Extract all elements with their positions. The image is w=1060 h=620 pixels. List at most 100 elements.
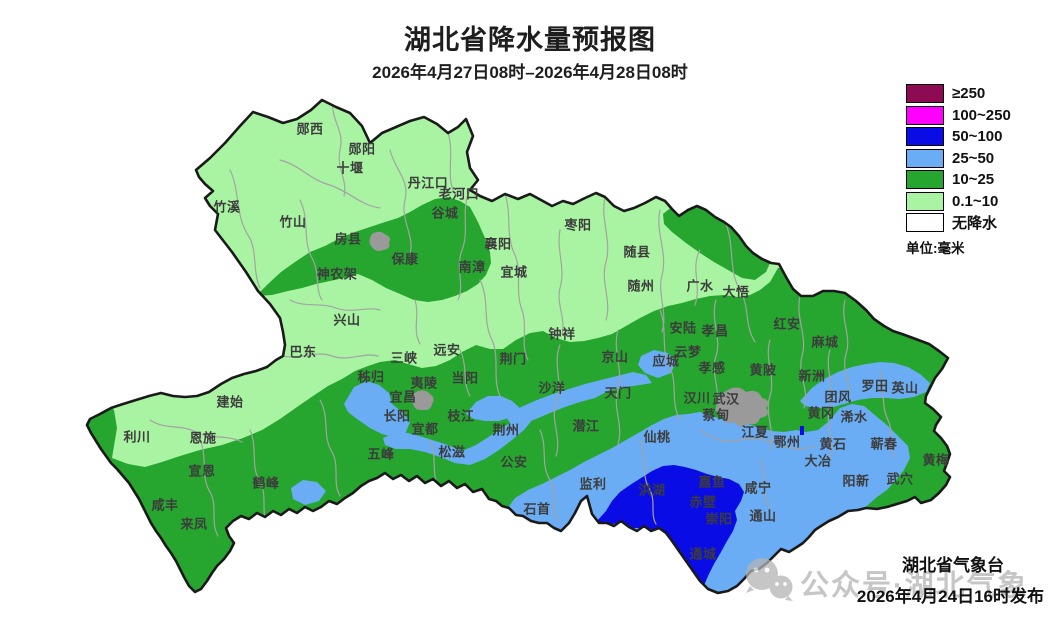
legend-color-swatch [906, 213, 944, 233]
city-label: 郧西 [296, 121, 324, 137]
city-label: 巴东 [289, 344, 317, 360]
city-label: 谷城 [431, 205, 459, 221]
city-label: 鹤峰 [252, 475, 280, 491]
city-label: 公安 [500, 454, 528, 470]
city-label: 枝江 [447, 408, 475, 424]
city-label: 监利 [579, 476, 607, 492]
legend-row: 0.1~10 [906, 191, 1011, 213]
zone-green-ne-patch [663, 206, 770, 280]
legend-color-swatch [906, 84, 944, 104]
legend-row: ≥250 [906, 83, 1011, 105]
city-label: 荆州 [492, 422, 520, 438]
city-label: 十堰 [336, 160, 364, 176]
legend-row: 10~25 [906, 169, 1011, 191]
zone-lb-hefeng [291, 480, 326, 505]
city-label: 黄冈 [807, 405, 835, 421]
city-label: 云梦 [674, 344, 702, 360]
city-label: 麻城 [811, 334, 839, 350]
legend-color-swatch [906, 127, 944, 147]
city-label: 嘉鱼 [698, 474, 726, 490]
zone-lb-luotian [800, 362, 930, 408]
city-label: 孝感 [698, 360, 726, 376]
city-label: 房县 [334, 231, 362, 247]
city-label: 安陆 [669, 320, 697, 336]
issuing-agency: 湖北省气象台 [902, 556, 1004, 575]
legend-color-swatch [906, 170, 944, 190]
city-label: 广水 [686, 278, 714, 294]
city-label: 天门 [604, 385, 632, 401]
city-label: 恩施 [189, 430, 217, 446]
city-label: 随州 [627, 278, 655, 294]
city-label: 郧阳 [348, 141, 376, 157]
city-label: 英山 [891, 380, 919, 396]
page-title: 湖北省降水量预报图 [404, 25, 656, 55]
watermark-text: 公众号·湖北气象 [800, 570, 1029, 602]
legend-color-swatch [906, 148, 944, 168]
legend-label: 50~100 [952, 128, 1003, 146]
city-label: 保康 [391, 251, 419, 267]
zone-lb-songzi-band [383, 413, 533, 465]
urban-area-blobs [369, 231, 769, 427]
zone-lb-changyang [344, 381, 410, 437]
city-label: 咸丰 [151, 497, 179, 513]
city-label: 三峡 [390, 350, 418, 366]
legend-row: 50~100 [906, 126, 1011, 148]
city-label: 松滋 [438, 444, 466, 460]
city-label: 宣恩 [188, 463, 216, 479]
legend-color-swatch [906, 191, 944, 211]
watermark: 公众号·湖北气象 [742, 556, 1029, 604]
province-border [85, 98, 952, 595]
issue-time: 2026年4月24日16时发布 [856, 587, 1044, 606]
city-label: 鄂州 [773, 434, 801, 450]
city-label: 京山 [601, 349, 629, 365]
city-label: 当阳 [451, 370, 479, 386]
city-label: 仙桃 [643, 429, 671, 445]
legend-label: 无降水 [952, 215, 998, 233]
city-label: 汉川 [683, 390, 711, 406]
city-label: 利川 [123, 429, 151, 445]
city-label: 荆门 [499, 351, 527, 367]
zone-green-blob-nw [256, 197, 491, 302]
city-label: 黄石 [819, 436, 847, 452]
city-label: 黄梅 [922, 452, 950, 468]
legend-label: ≥250 [952, 85, 986, 103]
city-label: 石首 [523, 501, 551, 517]
city-label: 随县 [623, 244, 651, 260]
city-label: 丹江口 [407, 175, 449, 191]
city-label: 蕲春 [870, 436, 898, 452]
city-label: 宜城 [500, 264, 528, 280]
city-label: 襄阳 [484, 236, 512, 252]
zone-lb-shayang-finger [507, 372, 652, 426]
city-label: 应城 [652, 353, 680, 369]
city-label: 浠水 [840, 409, 868, 425]
city-label: 新洲 [798, 368, 826, 384]
city-label: 竹溪 [213, 199, 241, 215]
city-label: 大冶 [804, 453, 832, 469]
city-label: 武穴 [886, 471, 914, 487]
legend-label: 10~25 [952, 171, 995, 189]
city-label: 夷陵 [410, 375, 438, 391]
city-label: 赤壁 [689, 494, 717, 510]
city-label: 大悟 [722, 284, 750, 300]
city-label: 崇阳 [705, 511, 733, 527]
city-label: 钟祥 [548, 326, 576, 342]
city-label: 五峰 [367, 446, 395, 462]
city-label: 枣阳 [564, 217, 592, 233]
city-label: 蔡甸 [702, 407, 730, 423]
city-label: 秭归 [357, 369, 385, 385]
city-label: 竹山 [279, 214, 307, 230]
forecast-period: 2026年4月27日08时–2026年4月28日08时 [372, 63, 688, 82]
legend-label: 100~250 [952, 106, 1011, 124]
city-label: 宜都 [411, 421, 439, 437]
city-label: 远安 [433, 342, 461, 358]
city-label: 通城 [689, 546, 717, 562]
city-label: 黄陂 [749, 362, 777, 378]
city-label: 兴山 [333, 312, 361, 328]
map-zones [87, 100, 950, 593]
city-label: 江夏 [741, 424, 769, 440]
zone-blue-xianning [597, 465, 744, 588]
legend-label: 0.1~10 [952, 192, 999, 210]
city-label: 罗田 [861, 378, 889, 394]
